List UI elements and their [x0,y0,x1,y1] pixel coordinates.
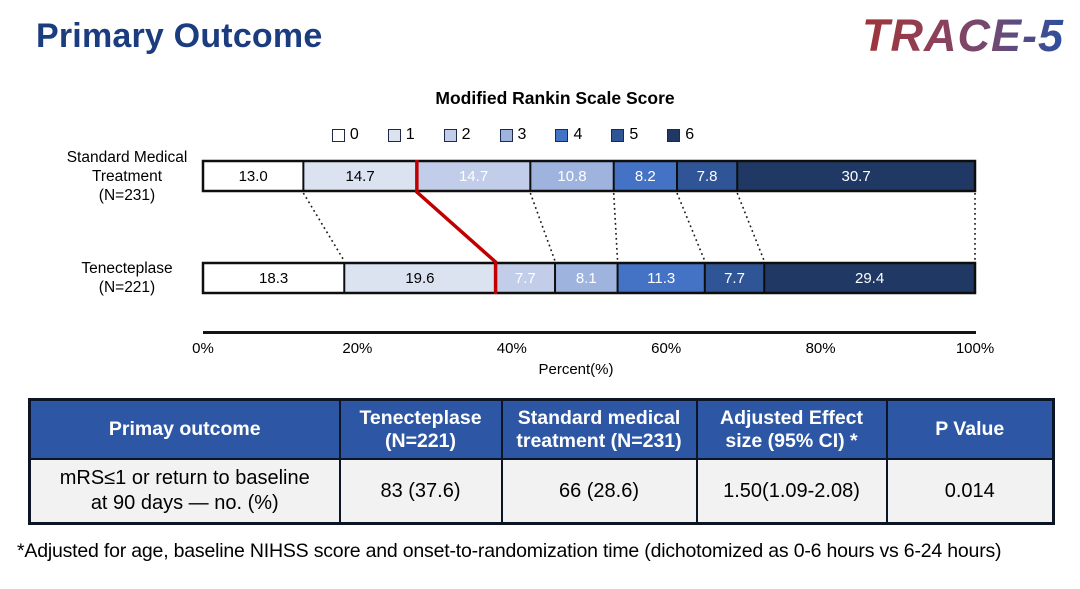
legend-item-mrs-1: 1 [387,126,415,144]
bar-segment-mrs-2: 7.7 [495,263,556,293]
legend-swatch-icon [331,128,345,142]
legend-swatch-icon [499,128,513,142]
legend-item-mrs-4: 4 [555,126,582,144]
legend-swatch-icon [611,128,625,142]
table-header-primary-outcome: Primay outcome [28,398,341,460]
table-cell-standard-value: 66 (28.6) [500,458,698,525]
bar-segment-mrs-1: 19.6 [344,263,496,293]
bar-segment-mrs-6: 30.7 [737,161,975,191]
legend-label: 3 [517,126,527,143]
legend-label: 6 [685,126,695,143]
bar-segment-mrs-6: 29.4 [764,263,975,293]
legend-item-mrs-5: 5 [611,126,638,144]
legend-item-mrs-0: 0 [331,126,359,144]
x-axis-tick-label: 0% [192,340,214,357]
legend-item-mrs-6: 6 [667,126,694,144]
bar-standard-medical-treatment: 13.0 14.7 14.7 10.8 8.2 7.8 30.7 [203,161,975,191]
legend-label: 2 [461,126,471,143]
footnote: *Adjusted for age, baseline NIHSS score … [17,540,1002,562]
table-cell-tenecteplase-value: 83 (37.6) [338,458,503,525]
bar-segment-mrs-4: 11.3 [617,263,705,293]
table-header-standard-treatment: Standard medical treatment (N=231) [500,398,698,460]
table-header-p-value: P Value [885,398,1055,460]
table-cell-outcome-label: mRS≤1 or return to baseline at 90 days —… [28,458,341,525]
legend-swatch-icon [387,128,401,142]
bar-category-label: Tenecteplase (N=221) [81,260,173,297]
x-axis-tick-label: 80% [805,340,836,357]
x-axis-tick-label: 60% [651,340,682,357]
table-cell-p-value: 0.014 [885,458,1055,525]
table-cell-effect-size-value: 1.50(1.09-2.08) [695,458,888,525]
table-header-tenecteplase: Tenecteplase (N=221) [338,398,503,460]
bar-category-label: Standard Medical Treatment (N=231) [66,149,188,205]
table-row: mRS≤1 or return to baseline at 90 days —… [28,458,1055,525]
table-header-effect-size: Adjusted Effect size (95% CI) * [695,398,888,460]
legend-swatch-icon [555,128,569,142]
x-axis-line [203,331,976,334]
page-title: Primary Outcome [36,17,323,55]
bar-tenecteplase: 18.3 19.6 7.7 8.1 11.3 7.7 29.4 [203,263,975,293]
legend-label: 4 [573,126,583,143]
bar-segment-mrs-4: 8.2 [613,161,677,191]
legend-item-mrs-3: 3 [499,126,527,144]
results-table: Primay outcome Tenecteplase (N=221) Stan… [28,398,1055,525]
x-axis-tick-label: 100% [955,340,995,357]
x-axis-title: Percent(%) [538,361,614,378]
legend-swatch-icon [443,128,457,142]
legend-item-mrs-2: 2 [443,126,471,144]
legend-swatch-icon [667,128,681,142]
legend-label: 1 [405,126,415,143]
legend-label: 5 [629,126,639,143]
bar-segment-mrs-1: 14.7 [303,161,417,191]
chart-legend: 0 1 2 3 4 5 6 [203,125,823,145]
bar-segment-mrs-5: 7.7 [704,263,765,293]
trace5-logo: TRACE-5 [861,10,1064,61]
legend-label: 0 [349,126,359,143]
bar-segment-mrs-2: 14.7 [416,161,531,191]
table-header-row: Primay outcome Tenecteplase (N=221) Stan… [28,398,1055,460]
x-axis-tick-label: 20% [342,340,373,357]
bar-segment-mrs-3: 8.1 [555,263,618,293]
bar-segment-mrs-5: 7.8 [677,161,738,191]
bar-segment-mrs-3: 10.8 [530,161,614,191]
x-axis-tick-label: 40% [496,340,527,357]
chart-title: Modified Rankin Scale Score [435,88,675,108]
